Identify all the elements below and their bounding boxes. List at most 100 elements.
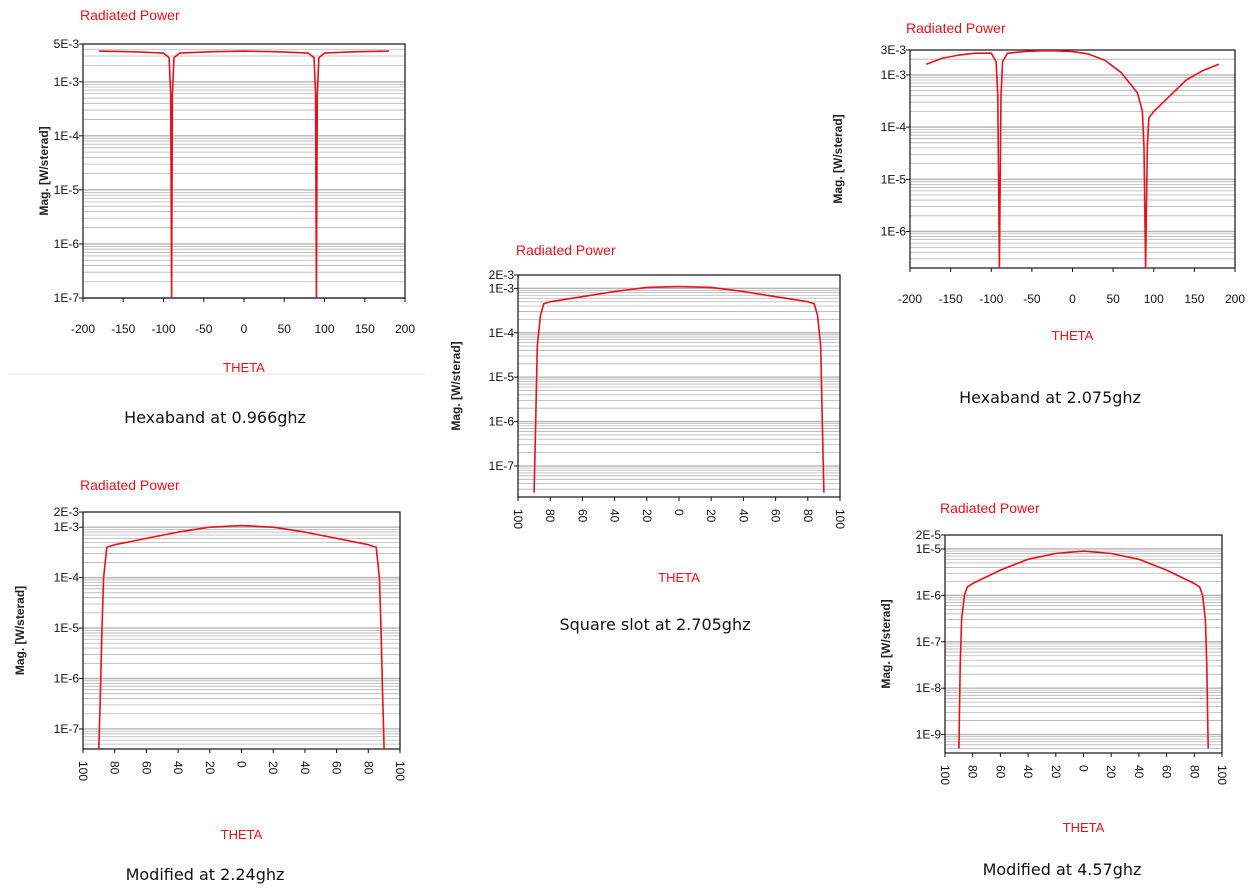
- y-tick-label: 1E-4: [54, 571, 80, 585]
- y-axis-label: Mag. [W/sterad]: [449, 341, 463, 430]
- chart-4: 2E-31E-3 1E-4 1E-5 1E-6 1E-7 100 80 60 40 20 0 20 40…: [13, 477, 407, 884]
- x-tick-label: 50: [278, 322, 292, 336]
- x-tick-label: -50: [195, 322, 213, 336]
- x-tick-label: 40: [736, 509, 750, 523]
- y-tick-label: 3E-3: [881, 43, 907, 57]
- x-tick-label: 60: [993, 765, 1007, 779]
- y-tick-label: 2E-3: [54, 505, 80, 519]
- y-axis-label: Mag. [W/sterad]: [831, 114, 845, 203]
- chart-1: 5E-3 1E-3 1E-4 1E-5 1E-6 1E-7 -200 -150 -100 -50 0…: [37, 7, 415, 427]
- radiated-power-line: [926, 49, 1220, 269]
- x-tick-label: 80: [966, 765, 980, 779]
- x-axis-label: THETA: [1063, 820, 1105, 835]
- x-tick-label: 200: [1225, 292, 1245, 306]
- y-tick-label: 5E-3: [54, 37, 80, 51]
- chart-caption: Hexaband at 2.075ghz: [959, 388, 1141, 407]
- y-tick-label: 1E-5: [54, 621, 80, 635]
- chart-title: Radiated Power: [516, 242, 616, 258]
- x-tick-label: 0: [1077, 765, 1091, 772]
- chart-5: 2E-51E-5 1E-6 1E-7 1E-8 1E-9 100 80 60 40 20 0 20 40…: [879, 500, 1229, 879]
- x-tick-label: 40: [608, 509, 622, 523]
- x-axis-label: THETA: [658, 570, 700, 585]
- x-tick-label: 80: [801, 509, 815, 523]
- chart-2: 3E-3 1E-3 1E-4 1E-5 1E-6 -200 -150 -100 -50 0 50 10…: [831, 20, 1245, 407]
- x-tick-label: 100: [314, 322, 334, 336]
- y-tick-label: 1E-5: [881, 172, 907, 186]
- y-tick-label: 1E-9: [916, 728, 942, 742]
- y-tick-label: 1E-3: [54, 520, 80, 534]
- y-tick-label: 1E-6: [916, 588, 942, 602]
- x-tick-label: -50: [1023, 292, 1041, 306]
- y-tick-label: 1E-3: [489, 281, 515, 295]
- x-tick-label: 0: [235, 761, 249, 768]
- y-axis-label: Mag. [W/sterad]: [37, 126, 51, 215]
- y-tick-label: 1E-3: [54, 75, 80, 89]
- x-tick-label: 80: [1187, 765, 1201, 779]
- x-axis-label: THETA: [1052, 328, 1094, 343]
- y-tick-label: 1E-5: [489, 370, 515, 384]
- y-tick-label: 1E-4: [54, 129, 80, 143]
- x-tick-label: 40: [171, 761, 185, 775]
- x-tick-label: 40: [1132, 765, 1146, 779]
- radiated-power-line: [98, 524, 385, 750]
- x-axis-label: THETA: [221, 827, 263, 842]
- y-tick-label: 1E-8: [916, 681, 942, 695]
- x-tick-label: 100: [76, 761, 90, 781]
- x-tick-label: 0: [241, 322, 248, 336]
- x-tick-label: 100: [1215, 765, 1229, 785]
- chart-caption: Hexaband at 0.966ghz: [124, 408, 306, 427]
- x-tick-label: 60: [330, 761, 344, 775]
- grid-lines: [945, 534, 1222, 754]
- x-tick-label: 40: [298, 761, 312, 775]
- x-tick-label: 100: [511, 509, 525, 529]
- x-tick-label: 100: [938, 765, 952, 785]
- y-tick-label: 1E-4: [881, 120, 907, 134]
- x-tick-label: -150: [939, 292, 963, 306]
- y-axis-label: Mag. [W/sterad]: [879, 599, 893, 688]
- x-tick-label: 50: [1106, 292, 1120, 306]
- x-axis-label: THETA: [223, 360, 265, 375]
- chart-title: Radiated Power: [80, 7, 180, 23]
- grid-lines: [83, 43, 405, 299]
- x-tick-label: 20: [203, 761, 217, 775]
- x-tick-label: 60: [575, 509, 589, 523]
- y-tick-label: 1E-7: [54, 722, 80, 736]
- chart-title: Radiated Power: [906, 20, 1006, 36]
- x-tick-label: 100: [393, 761, 407, 781]
- x-tick-label: 80: [108, 761, 122, 775]
- y-tick-label: 1E-6: [489, 415, 515, 429]
- x-tick-label: 60: [1160, 765, 1174, 779]
- y-axis-label: Mag. [W/sterad]: [13, 586, 27, 675]
- radiated-power-line: [958, 550, 1209, 749]
- plot-frame: [517, 274, 841, 498]
- y-tick-label: 1E-7: [489, 459, 515, 473]
- x-tick-label: 0: [1069, 292, 1076, 306]
- y-tick-label: 1E-6: [54, 671, 80, 685]
- grid-lines: [910, 49, 1235, 269]
- y-tick-label: 2E-3: [489, 268, 515, 282]
- grid-lines: [518, 274, 840, 498]
- x-tick-label: 40: [1021, 765, 1035, 779]
- x-tick-label: -100: [151, 322, 175, 336]
- y-tick-label: 1E-5: [916, 542, 942, 556]
- chart-title: Radiated Power: [80, 477, 180, 493]
- x-tick-label: 20: [266, 761, 280, 775]
- x-tick-label: -200: [71, 322, 95, 336]
- chart-title: Radiated Power: [940, 500, 1040, 516]
- x-tick-label: 60: [139, 761, 153, 775]
- x-tick-label: 60: [769, 509, 783, 523]
- y-tick-label: 2E-5: [916, 528, 942, 542]
- x-tick-label: 100: [1144, 292, 1164, 306]
- radiated-power-line: [533, 285, 825, 493]
- grid-lines: [83, 511, 400, 750]
- y-tick-label: 1E-6: [54, 237, 80, 251]
- y-tick-label: 1E-6: [881, 225, 907, 239]
- x-tick-label: 20: [1049, 765, 1063, 779]
- y-tick-label: 1E-5: [54, 183, 80, 197]
- x-tick-label: 80: [543, 509, 557, 523]
- x-tick-label: -200: [898, 292, 922, 306]
- x-tick-label: 150: [1184, 292, 1204, 306]
- x-tick-label: 150: [355, 322, 375, 336]
- x-tick-label: -100: [979, 292, 1003, 306]
